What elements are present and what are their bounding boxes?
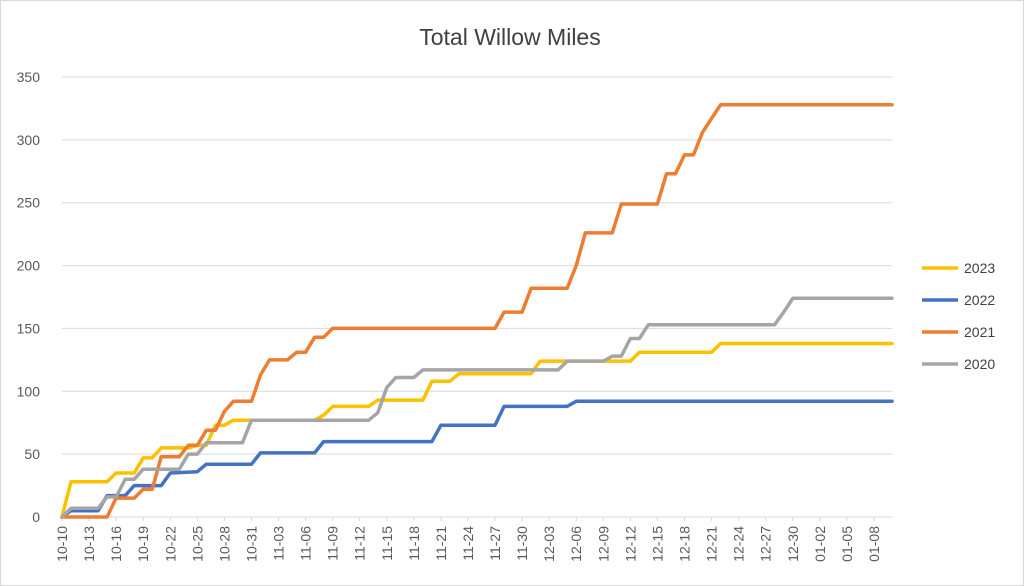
y-tick-label: 150	[17, 320, 41, 336]
legend-label-2021: 2021	[964, 324, 995, 340]
x-tick-label: 12-06	[568, 526, 584, 562]
legend: 2023 2022 2021 2020	[922, 260, 995, 372]
x-tick-label: 10-10	[54, 526, 70, 562]
x-tick-label: 11-09	[325, 526, 341, 561]
x-tick-label: 11-21	[433, 526, 449, 561]
x-tick-label: 11-06	[298, 526, 314, 561]
gridlines	[62, 76, 892, 518]
x-tick-label: 12-30	[785, 526, 801, 562]
x-tick-label: 10-13	[81, 526, 97, 562]
x-tick-label: 12-18	[677, 526, 693, 562]
y-tick-label: 350	[17, 69, 41, 85]
x-tick-label: 10-16	[108, 526, 124, 562]
y-tick-label: 50	[24, 446, 40, 462]
y-tick-label: 250	[17, 195, 41, 211]
legend-label-2023: 2023	[964, 260, 995, 276]
legend-label-2020: 2020	[964, 356, 995, 372]
x-tick-label: 12-03	[541, 526, 557, 562]
x-tick-label: 12-15	[649, 526, 665, 562]
x-tick-label: 12-24	[731, 526, 747, 562]
x-tick-label: 12-12	[622, 526, 638, 562]
x-tick-label: 11-24	[460, 526, 476, 561]
x-tick-label: 10-25	[189, 526, 205, 562]
x-tick-label: 10-22	[162, 526, 178, 562]
x-tick-label: 11-15	[379, 526, 395, 561]
x-tick-label: 10-31	[243, 526, 259, 562]
x-tick-label: 11-27	[487, 526, 503, 561]
x-tick-label: 10-28	[216, 526, 232, 562]
series-line-2021	[60, 102, 894, 519]
series-line-2023	[60, 341, 894, 519]
x-tick-label: 12-27	[758, 526, 774, 562]
y-tick-label: 0	[32, 509, 40, 525]
legend-label-2022: 2022	[964, 292, 995, 308]
y-tick-label: 200	[17, 258, 41, 274]
axes: 0 50 100 150 200 250 300 350 10-10 10-13 10-16 10-1…	[17, 69, 882, 562]
x-tick-label: 01-05	[839, 526, 855, 562]
y-tick-label: 100	[17, 383, 41, 399]
x-tick-label: 01-08	[866, 526, 882, 562]
x-tick-label: 12-21	[704, 526, 720, 562]
y-tick-label: 300	[17, 132, 41, 148]
x-tick-label: 11-12	[352, 526, 368, 561]
x-tick-label: 11-03	[271, 526, 287, 561]
x-tick-label: 11-18	[406, 526, 422, 561]
series-line-2020	[60, 296, 894, 519]
chart-title: Total Willow Miles	[419, 24, 600, 50]
x-tick-label: 10-19	[135, 526, 151, 562]
series-lines	[60, 102, 894, 519]
x-tick-label: 11-30	[514, 526, 530, 561]
x-tick-label: 01-02	[812, 526, 828, 562]
x-tick-label: 12-09	[595, 526, 611, 562]
